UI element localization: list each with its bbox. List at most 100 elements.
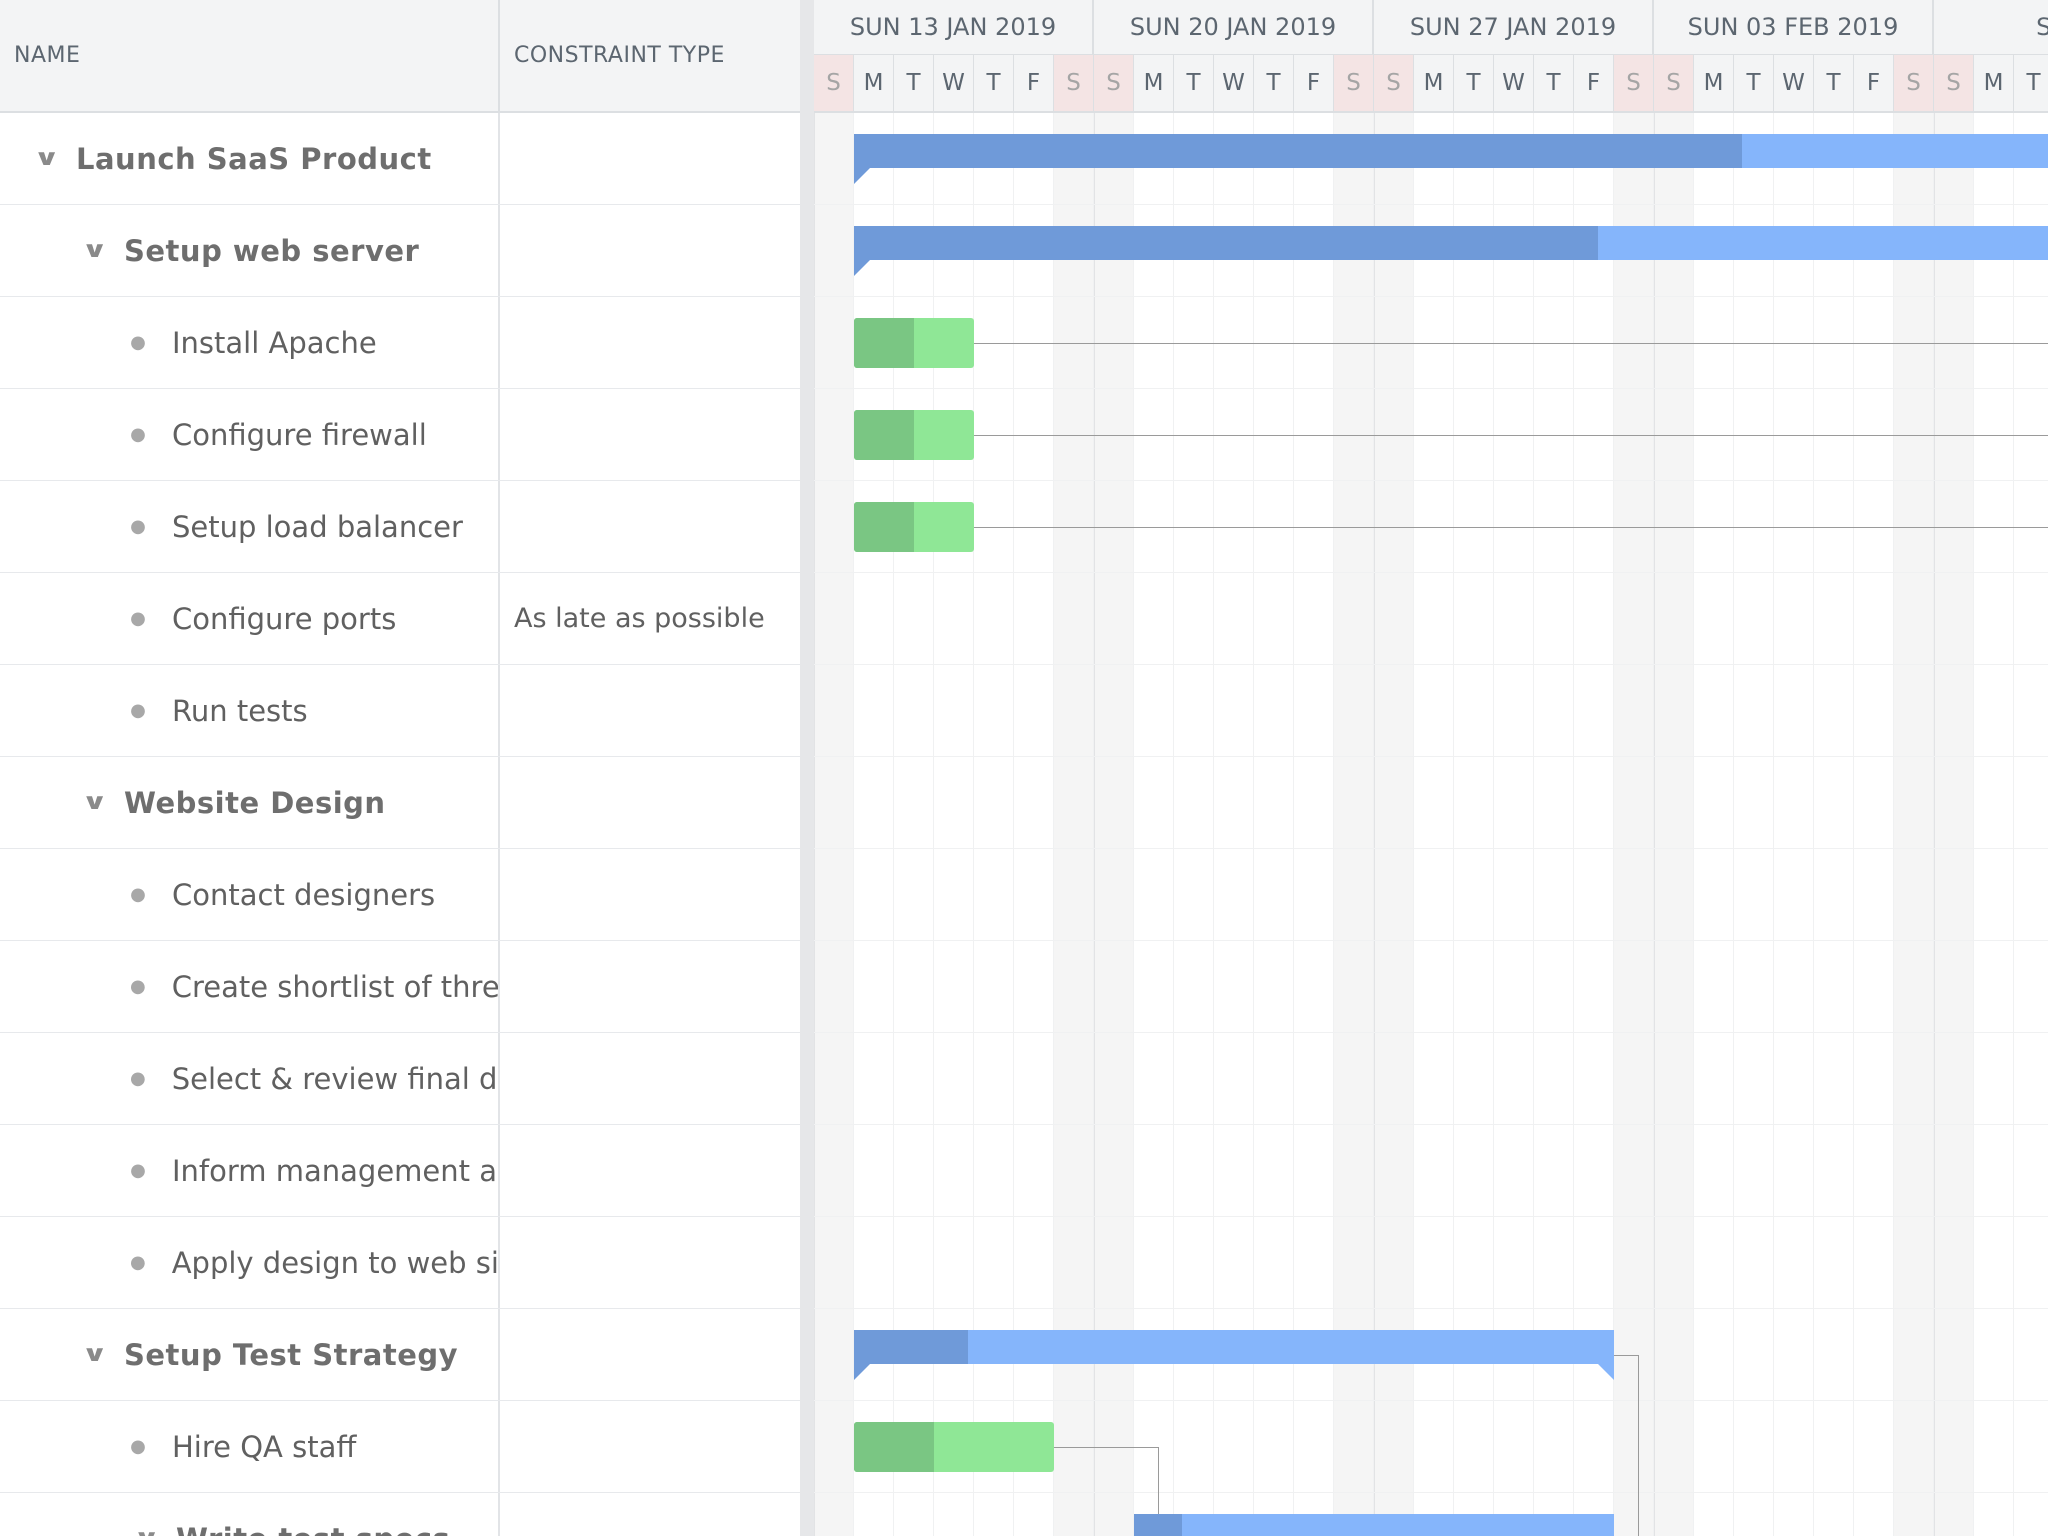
task-name-cell[interactable]: ● Contact designers [0,849,500,940]
constraint-type-cell[interactable] [500,205,800,296]
chevron-down-icon[interactable]: ∨ [122,1526,173,1536]
task-row[interactable]: ● Hire QA staff [0,1401,800,1493]
constraint-type-cell[interactable] [500,113,800,204]
constraint-type-cell[interactable] [500,297,800,388]
row-divider [814,1032,2048,1033]
row-divider [814,480,2048,481]
task-name-label: Apply design to web sit [171,1245,500,1280]
task-name-cell[interactable]: ● Configure firewall [0,389,500,480]
day-column [1334,113,1374,1536]
dependency-line[interactable] [1614,1355,1638,1356]
day-header-cell: M [1974,55,2014,111]
task-row[interactable]: ● Select & review final de [0,1033,800,1125]
summary-task-bar[interactable] [854,1330,1614,1380]
task-name-cell[interactable]: ● Install Apache [0,297,500,388]
task-name-cell[interactable]: ● Create shortlist of thre [0,941,500,1032]
task-row[interactable]: ∨ Website Design [0,757,800,849]
grid-splitter[interactable] [800,0,814,1536]
constraint-type-cell[interactable]: As late as possible [514,603,765,634]
constraint-type-cell[interactable] [500,941,800,1032]
task-name-label: Create shortlist of thre [171,969,500,1004]
task-name-cell[interactable]: ∨ Setup web server [0,205,500,296]
summary-task-bar[interactable] [854,134,2048,184]
chevron-down-icon[interactable]: ∨ [81,238,109,263]
bullet-icon: ● [130,1252,146,1273]
constraint-type-cell[interactable] [500,757,800,848]
bullet-icon: ● [130,1160,146,1181]
dependency-line[interactable] [974,435,2048,436]
constraint-type-cell[interactable] [500,1309,800,1400]
task-name-cell[interactable]: ● Hire QA staff [0,1401,500,1492]
task-name-cell[interactable]: ● Select & review final de [0,1033,500,1124]
task-name-cell[interactable]: ● Apply design to web sit [0,1217,500,1308]
column-header-constraint-type[interactable]: CONSTRAINT TYPE [514,43,725,68]
row-divider [814,940,2048,941]
task-row[interactable]: ∨Write test specs [0,1493,800,1536]
row-divider [814,1124,2048,1125]
task-row[interactable]: ● Apply design to web sit [0,1217,800,1309]
dependency-line[interactable] [1638,1355,1639,1536]
constraint-type-cell[interactable] [500,1033,800,1124]
constraint-type-cell[interactable] [500,481,800,572]
task-name-cell[interactable]: ● Inform management a [0,1125,500,1216]
bar-start-marker [854,168,870,184]
bullet-icon: ● [130,1068,146,1089]
task-progress [854,1422,934,1472]
task-row[interactable]: ● Setup load balancer [0,481,800,573]
day-column [1454,113,1494,1536]
chevron-down-icon[interactable]: ∨ [33,146,61,171]
task-name-label: Hire QA staff [172,1429,357,1464]
bullet-icon: ● [130,608,146,629]
task-name-cell[interactable]: ● Run tests [0,665,500,756]
task-row[interactable]: ● Create shortlist of thre [0,941,800,1033]
constraint-type-cell[interactable] [500,849,800,940]
task-name-cell[interactable]: ∨ Launch SaaS Product [0,113,500,204]
summary-task-bar[interactable] [1134,1514,1614,1536]
task-row[interactable]: ∨ Launch SaaS Product [0,113,800,205]
constraint-type-cell[interactable] [500,389,800,480]
task-name-cell[interactable]: ∨ Setup Test Strategy [0,1309,500,1400]
constraint-type-cell[interactable] [500,1217,800,1308]
week-header-cell: SUN 1 [1934,0,2048,55]
task-progress [854,410,914,460]
task-row[interactable]: ● Install Apache [0,297,800,389]
constraint-type-cell[interactable] [500,1401,800,1492]
day-header-cell: T [1534,55,1574,111]
task-bar[interactable] [854,410,974,460]
column-header-name[interactable]: NAME [0,0,500,111]
task-name-cell[interactable]: ● Configure ports [0,573,500,664]
day-header-cell: M [1694,55,1734,111]
task-name-cell[interactable]: ● Setup load balancer [0,481,500,572]
dependency-line[interactable] [974,527,2048,528]
constraint-type-cell[interactable] [500,665,800,756]
constraint-type-cell[interactable] [500,1125,800,1216]
task-bar[interactable] [854,1422,1054,1472]
day-column [974,113,1014,1536]
constraint-type-cell[interactable] [500,1493,800,1536]
task-row[interactable]: ∨ Setup web server [0,205,800,297]
task-name-cell[interactable]: ∨Write test specs [0,1493,500,1536]
day-column [1374,113,1414,1536]
task-row[interactable]: ● Run tests [0,665,800,757]
day-header-cell: T [1454,55,1494,111]
row-divider [814,388,2048,389]
day-column [1694,113,1734,1536]
task-row[interactable]: ● Configure firewall [0,389,800,481]
task-bar[interactable] [854,318,974,368]
dependency-line[interactable] [1158,1447,1159,1514]
chevron-down-icon[interactable]: ∨ [81,790,109,815]
task-row[interactable]: ∨ Setup Test Strategy [0,1309,800,1401]
day-column [1534,113,1574,1536]
summary-task-bar[interactable] [854,226,2048,276]
task-row[interactable]: ● Configure ports As late as possible [0,573,800,665]
day-column [1494,113,1534,1536]
task-bar[interactable] [854,502,974,552]
dependency-line[interactable] [1054,1447,1158,1448]
task-row[interactable]: ● Contact designers [0,849,800,941]
chevron-down-icon[interactable]: ∨ [81,1342,109,1367]
task-row[interactable]: ● Inform management a [0,1125,800,1217]
bullet-icon: ● [130,1436,146,1457]
task-progress [854,502,914,552]
task-name-cell[interactable]: ∨ Website Design [0,757,500,848]
dependency-line[interactable] [974,343,2048,344]
